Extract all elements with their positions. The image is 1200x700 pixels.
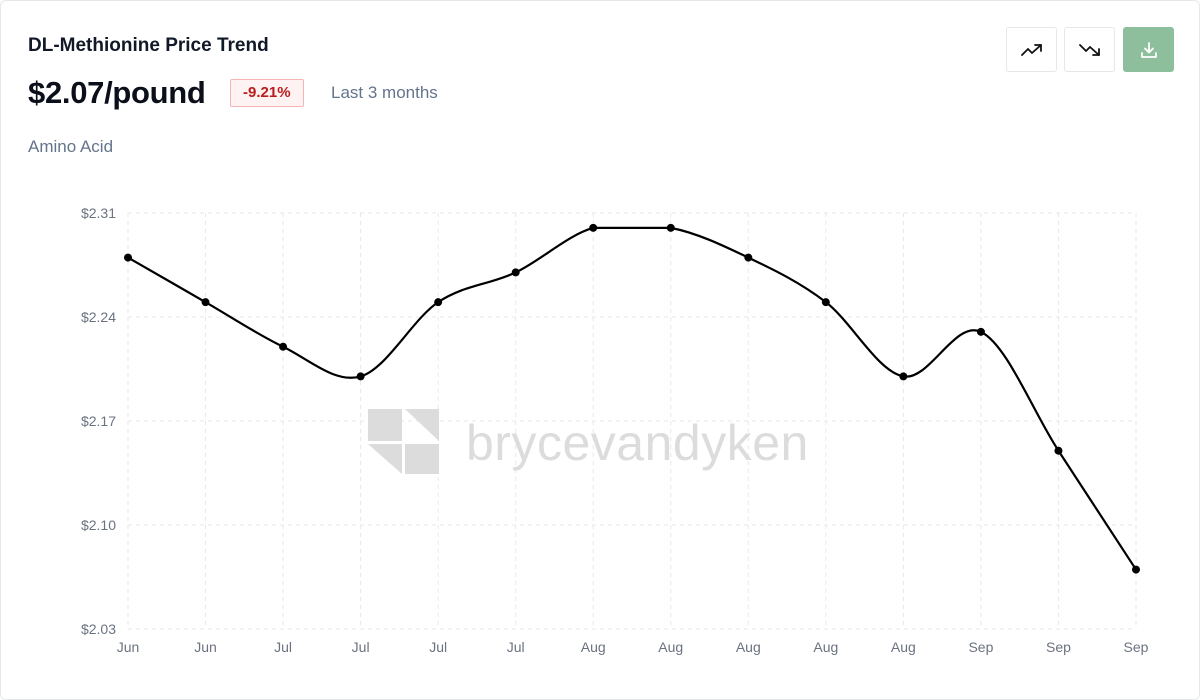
line-chart-svg: brycevandyken $2.31$2.24$2.17$2.10$2.03J… [81,205,1149,655]
trending-up-icon [1020,43,1042,56]
x-tick-label: Jul [352,639,370,655]
x-tick-label: Sep [968,639,993,655]
data-point [356,372,365,381]
watermark-text: brycevandyken [466,415,809,471]
category-label: Amino Acid [28,137,114,156]
data-point [899,372,908,381]
y-tick-label: $2.17 [81,413,116,429]
price-line [127,226,1137,571]
y-tick-label: $2.31 [81,205,116,221]
data-point [124,253,132,262]
x-tick-label: Sep [1046,639,1071,655]
x-tick-label: Jun [117,639,140,655]
data-points [124,223,1140,574]
x-tick-label: Jun [194,639,217,655]
x-tick-label: Aug [813,639,838,655]
watermark-logo [368,409,439,474]
data-point [1054,446,1063,455]
x-tick-label: Aug [658,639,683,655]
download-icon [1140,41,1157,58]
data-point [666,223,675,232]
data-point [589,223,598,232]
period-label: Last 3 months [331,83,438,102]
chart-title: DL-Methionine Price Trend [28,35,269,56]
watermark: brycevandyken [368,409,809,474]
change-badge: -9.21% [230,79,304,107]
data-point [821,298,830,307]
trend-up-button[interactable] [1006,27,1057,72]
y-tick-label: $2.03 [81,621,116,637]
x-tick-label: Aug [891,639,916,655]
data-point [976,327,985,336]
trend-down-button[interactable] [1064,27,1115,72]
data-point [511,268,520,277]
grid [127,212,1137,630]
x-tick-label: Aug [736,639,761,655]
data-point [744,253,753,262]
y-tick-label: $2.10 [81,517,116,533]
x-tick-label: Jul [429,639,447,655]
current-price: $2.07/pound [28,75,206,110]
x-tick-label: Jul [274,639,292,655]
download-button[interactable] [1123,27,1174,72]
x-tick-label: Jul [507,639,525,655]
price-chart: brycevandyken $2.31 $2.24 $2.17 $2.10 $2.03 J… [1,181,1200,681]
data-point [201,298,210,307]
y-tick-label: $2.24 [81,309,116,325]
x-tick-label: Sep [1124,639,1149,655]
data-point [434,298,443,307]
data-point [279,342,288,351]
data-point [1132,565,1140,574]
x-tick-label: Aug [581,639,606,655]
trending-down-icon [1078,43,1100,56]
